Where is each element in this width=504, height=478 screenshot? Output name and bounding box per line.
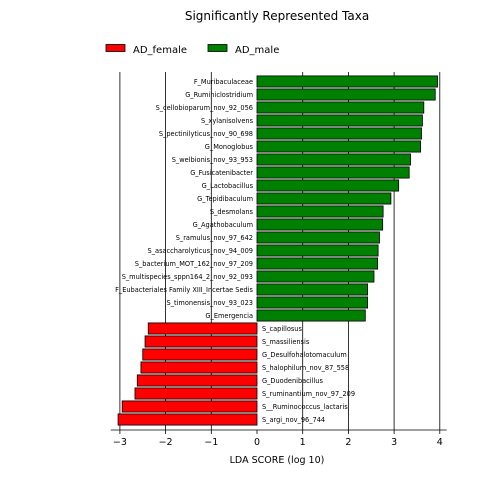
x-tick-label: 3 (391, 437, 397, 448)
category-label: S_ramulus_nov_97_642 (176, 234, 253, 242)
bar (136, 374, 258, 387)
bar (256, 244, 379, 257)
bar (256, 88, 436, 101)
legend-label-ad-male: AD_male (235, 45, 279, 56)
category-label: S_argi_nov_96_744 (262, 416, 325, 424)
bar (134, 387, 258, 400)
category-label: G_Fusicatenibacter (190, 169, 253, 177)
bars (117, 75, 438, 426)
bar (256, 114, 423, 127)
category-label: S_capillosus (262, 325, 302, 333)
bar (256, 140, 422, 153)
x-tick-label: −2 (159, 437, 173, 448)
bar (256, 283, 368, 296)
chart-title: Significantly Represented Taxa (185, 9, 369, 23)
category-label: S_ruminantium_nov_97_209 (262, 390, 355, 398)
legend-swatch-ad-male (207, 44, 228, 52)
category-label: S_bacterium_MOT_162_nov_97_209 (135, 260, 253, 268)
bar (256, 179, 400, 192)
category-label: S_welbionis_nov_93_953 (172, 156, 253, 164)
bar (142, 348, 258, 361)
bar (256, 231, 380, 244)
bar (256, 218, 384, 231)
bar (256, 127, 422, 140)
bar (256, 309, 366, 322)
bar (256, 192, 392, 205)
bar (117, 413, 258, 426)
category-label: S_xylanisolvens (201, 117, 254, 125)
bar (256, 75, 438, 88)
bar (140, 361, 258, 374)
bar (256, 153, 411, 166)
category-label: G_Tepidibaculum (197, 195, 253, 203)
bar (144, 335, 258, 348)
x-tick-label: 4 (437, 437, 443, 448)
bar (256, 296, 368, 309)
category-label: F_Muribaculaceae (194, 78, 253, 86)
x-tick-label: 1 (300, 437, 306, 448)
category-label: S_timonensis_nov_93_023 (167, 299, 253, 307)
category-label: G_Duodenibacillus (262, 377, 323, 385)
category-label: S_cellobioparum_nov_92_056 (156, 104, 253, 112)
category-label: S__Ruminococcus_lactaris (262, 403, 348, 411)
category-label: S_asaccharolyticus_nov_94_009 (148, 247, 253, 255)
category-label: G_Emergencia (205, 312, 253, 320)
category-label: S_pectinilyticus_nov_90_698 (159, 130, 253, 138)
legend-label-ad-female: AD_female (133, 45, 187, 56)
category-label: G_Ruminiclostridium (185, 91, 253, 99)
category-label: S_halophilum_nov_87_558 (262, 364, 349, 372)
x-tick-label: −3 (113, 437, 127, 448)
category-label: S_desmolans (210, 208, 254, 216)
bar (147, 322, 258, 335)
bar (256, 257, 379, 270)
bar (256, 166, 410, 179)
category-label: G_Lactobacillus (202, 182, 254, 190)
legend-swatch-ad-female (105, 44, 126, 52)
category-label: S_massiliensis (262, 338, 310, 346)
bar (256, 205, 384, 218)
bar (256, 101, 425, 114)
category-label: S_multispecies_sppn164_2_nov_92_093 (122, 273, 253, 281)
bar (121, 400, 258, 413)
x-tick-label: −1 (204, 437, 218, 448)
legend: AD_female AD_male (105, 44, 279, 56)
category-label: G_Monoglobus (205, 143, 254, 151)
category-label: G_Desulfohalotomaculum (262, 351, 347, 359)
x-tick-label: 0 (254, 437, 260, 448)
bar (256, 270, 375, 283)
category-label: F_Eubacteriales Family XIII_Incertae Sed… (115, 286, 253, 294)
x-axis-label: LDA SCORE (log 10) (230, 455, 325, 466)
category-label: G_Agathobaculum (193, 221, 253, 229)
category-labels: F_Muribaculaceae G_Ruminiclostridium S_cel… (115, 78, 355, 424)
x-tick-label: 2 (345, 437, 351, 448)
x-axis: −3 −2 −1 0 1 2 3 4 (110, 429, 447, 448)
